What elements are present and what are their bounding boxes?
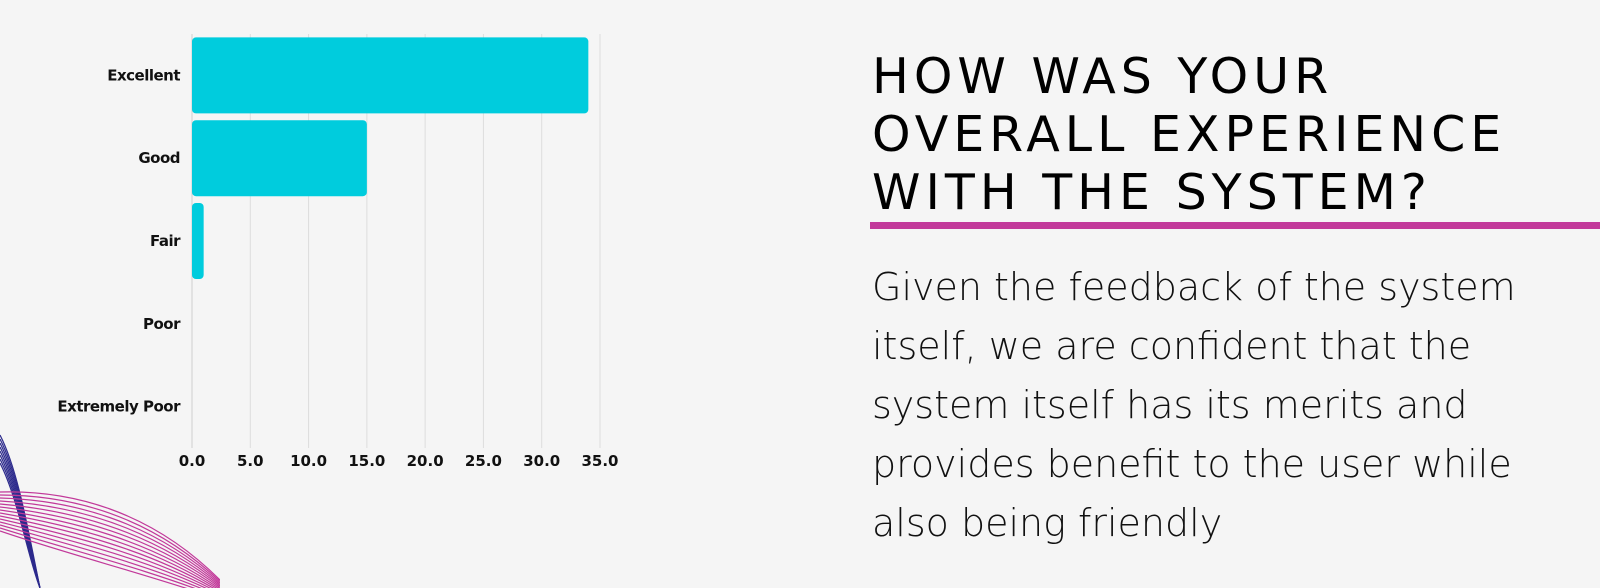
deco-blue-wave-7 <box>0 462 41 588</box>
category-label-fair: Fair <box>150 232 181 250</box>
deco-pink-wave-9 <box>0 518 211 588</box>
x-tick-label-1: 5.0 <box>237 452 264 470</box>
deco-pink-wave-13 <box>0 530 188 588</box>
slide-title-line-2: OVERALL EXPERIENCE <box>872 106 1507 163</box>
body-line-4: provides benefit to the user while <box>872 442 1512 486</box>
x-tick-label-2: 10.0 <box>290 452 327 470</box>
bar-excellent <box>192 37 589 114</box>
bar-good <box>192 120 367 197</box>
slide-body-text: Given the feedback of the system itself,… <box>872 258 1582 553</box>
x-tick-label-5: 25.0 <box>465 452 502 470</box>
deco-pink-wave-3 <box>0 500 220 585</box>
x-tick-label-3: 15.0 <box>348 452 385 470</box>
category-label-good: Good <box>138 149 180 167</box>
title-underline <box>870 222 1600 229</box>
slide-title: HOW WAS YOUR OVERALL EXPERIENCE WITH THE… <box>872 48 1572 222</box>
x-tick-label-6: 30.0 <box>523 452 560 470</box>
bar-fair <box>192 203 204 279</box>
deco-pink-wave-0 <box>0 491 220 581</box>
deco-pink-wave-5 <box>0 506 220 588</box>
body-line-3: system itself has its merits and <box>872 383 1468 427</box>
wave-lines-decoration <box>0 434 220 588</box>
category-label-excellent: Excellent <box>107 66 180 84</box>
x-tick-label-0: 0.0 <box>179 452 206 470</box>
deco-pink-wave-10 <box>0 521 207 588</box>
deco-pink-wave-2 <box>0 497 220 584</box>
body-line-2: itself, we are confident that the <box>872 324 1472 368</box>
experience-bar-chart: Excellent Good Fair Poor Extremely Poor 0.0 5.… <box>57 34 619 470</box>
category-label-extremely-poor: Extremely Poor <box>57 398 181 416</box>
x-tick-label-7: 35.0 <box>581 452 618 470</box>
deco-pink-wave-1 <box>0 494 220 582</box>
body-line-1: Given the feedback of the system <box>872 265 1516 309</box>
deco-pink-wave-8 <box>0 515 215 588</box>
deco-pink-wave-11 <box>0 524 202 588</box>
x-tick-label-4: 20.0 <box>407 452 444 470</box>
deco-pink-wave-4 <box>0 503 220 587</box>
slide-title-line-1: HOW WAS YOUR <box>872 48 1334 105</box>
slide-title-line-3: WITH THE SYSTEM? <box>872 164 1432 221</box>
body-line-5: also being friendly <box>872 501 1223 545</box>
category-label-poor: Poor <box>143 315 181 333</box>
deco-pink-wave-7 <box>0 512 218 588</box>
deco-pink-wave-6 <box>0 509 220 588</box>
